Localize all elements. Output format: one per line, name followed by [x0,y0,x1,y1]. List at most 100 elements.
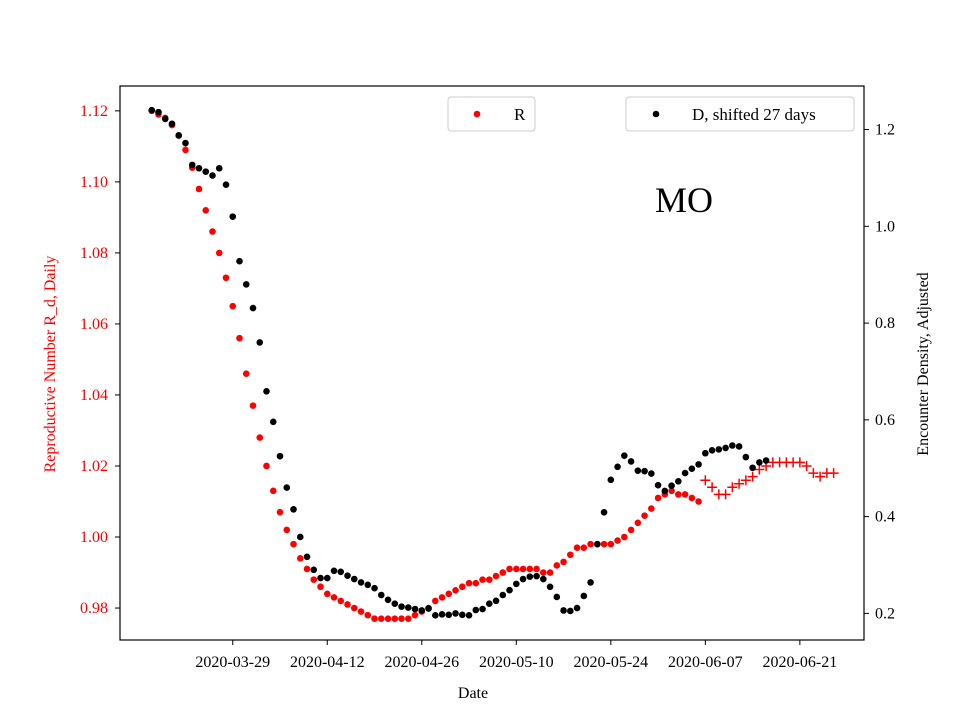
data-point [445,611,453,619]
data-point [621,533,628,541]
data-point [560,558,567,566]
data-point [290,506,297,513]
data-point [350,604,358,612]
left-y-tick-label: 1.00 [80,529,108,546]
data-point [695,461,702,468]
data-point [519,575,527,583]
data-point [641,467,648,475]
legend-d-box [625,96,855,132]
data-point [411,611,419,619]
data-point [229,302,237,310]
right-axis: 0.2 0.4 0.6 0.8 1.0 1.2 [864,122,895,622]
left-y-tick-label: 1.06 [80,316,108,333]
data-point [533,565,540,573]
data-point [364,581,372,589]
data-point [371,584,378,592]
data-point [263,462,270,470]
plot-frame [119,85,865,641]
data-point [188,161,196,169]
data-point [567,551,574,559]
right-y-tick-label: 1.0 [875,218,895,235]
right-y-tick-label: 0.6 [875,412,895,429]
legend-r-label: R [514,105,526,124]
data-point [276,508,284,516]
data-point [296,555,304,562]
data-point-plus [734,478,745,489]
data-point [182,146,189,154]
left-y-tick-label: 1.04 [80,387,108,404]
data-point [263,388,270,395]
data-point [371,615,378,622]
data-point-plus [794,457,805,468]
plot-area [119,85,865,641]
data-point [391,600,399,608]
data-point [472,606,480,614]
data-point [236,257,243,265]
data-point [485,576,493,583]
data-point [398,603,405,610]
x-tick-label: 2020-05-24 [573,654,648,671]
data-point-plus [707,482,718,493]
data-point [296,533,304,541]
data-point [634,467,642,474]
data-point [567,607,574,615]
data-point [614,463,621,471]
data-point [506,586,513,594]
data-point [290,540,297,548]
data-point [708,447,716,454]
data-point [418,607,426,614]
data-point [431,612,439,619]
data-point [350,575,358,583]
data-point [168,120,176,128]
left-y-tick-label: 1.10 [80,174,108,191]
data-point [513,565,520,573]
data-point [195,164,203,172]
data-point [479,576,486,583]
data-point [384,596,392,604]
data-point [236,334,243,342]
data-point [458,583,466,591]
left-axis-label: Reproductive Number R_d, Daily [42,256,59,473]
legend-d-marker [652,110,660,118]
data-point [533,572,540,580]
series-r-projected [700,457,839,500]
data-point [654,481,662,489]
data-point [283,484,291,491]
data-point [391,615,399,622]
data-point [594,540,601,548]
data-point [337,597,345,605]
data-point [675,477,682,485]
data-point [654,494,662,502]
data-point [249,304,257,312]
data-point [573,544,581,551]
data-point [580,544,588,551]
right-axis-label: Encounter Density, Adjusted [915,272,932,455]
data-point [155,108,162,116]
data-point [675,491,682,498]
data-point [648,470,655,477]
data-point [465,579,473,587]
data-point [668,482,675,489]
data-point [323,574,331,582]
data-point [587,540,594,548]
data-point [425,605,432,612]
data-point [148,106,156,114]
data-point-plus [700,475,711,486]
data-point [357,608,365,615]
data-point [256,434,264,441]
data-point [688,465,696,473]
data-point [607,540,615,548]
legend-r: R [447,96,536,132]
data-point [411,605,419,613]
data-point [641,512,648,520]
data-point [580,592,588,600]
data-point [621,452,628,459]
data-point [634,519,642,527]
data-point [431,597,439,605]
data-point [526,565,534,573]
data-point [209,172,216,179]
data-point [452,610,459,617]
right-y-tick-label: 0.2 [875,605,895,622]
data-point [438,594,446,601]
